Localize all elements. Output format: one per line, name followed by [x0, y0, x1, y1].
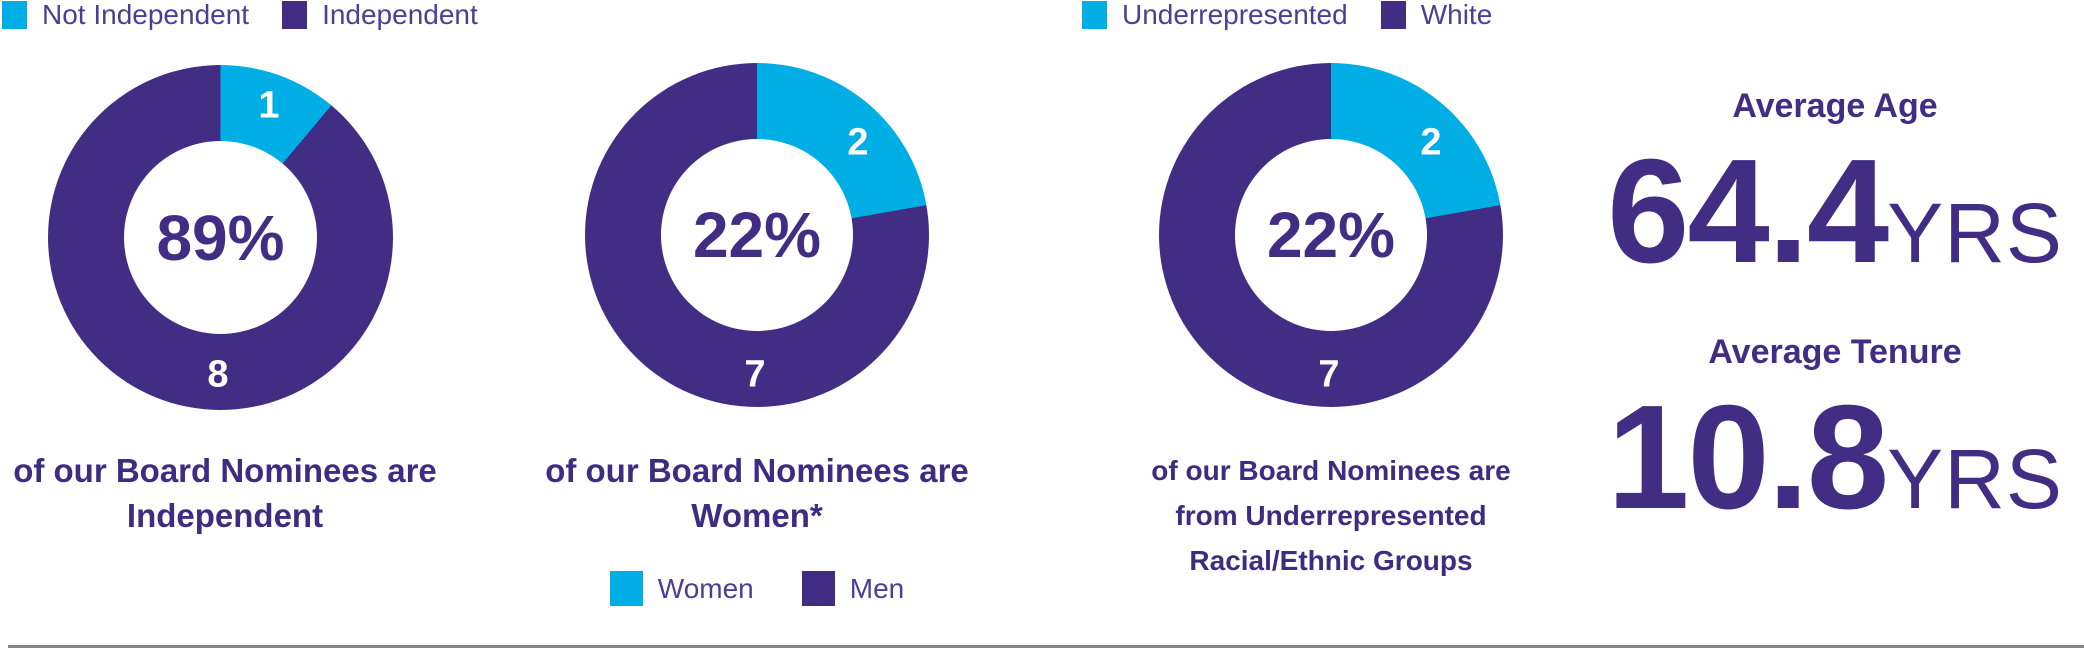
stat-average-tenure: Average Tenure 10.8 YRS — [1607, 332, 2062, 536]
average-tenure-heading: Average Tenure — [1708, 333, 1962, 371]
underrepresented-swatch-icon — [1082, 1, 1107, 29]
stat-average-age: Average Age 64.4 YRS — [1607, 86, 2062, 290]
legend-item-women: Women — [609, 571, 754, 606]
legend-item-not-independent: Not Independent — [2, 0, 249, 30]
slice-value-white: 7 — [1318, 353, 1340, 396]
gender-percent: 22% — [692, 199, 822, 271]
average-tenure-value-row: 10.8 YRS — [1607, 380, 2062, 536]
independence-percent: 89% — [156, 201, 285, 274]
slice-value-independent: 8 — [207, 353, 229, 396]
slice-value-men: 7 — [744, 353, 766, 396]
donut-chart-gender: 2 7 22% — [585, 63, 929, 407]
donut-chart-race: 2 7 22% — [1159, 63, 1503, 407]
men-swatch-icon — [801, 571, 835, 606]
legend-label: Underrepresented — [1122, 0, 1348, 30]
legend-label: White — [1420, 0, 1493, 30]
independent-swatch-icon — [282, 1, 308, 29]
slice-value-women: 2 — [847, 121, 869, 164]
race-percent: 22% — [1266, 199, 1396, 271]
caption-gender: of our Board Nominees are Women* — [545, 452, 969, 534]
bottom-divider-line — [8, 645, 2084, 648]
average-age-value: 64.4 — [1607, 129, 1889, 294]
white-swatch-icon — [1380, 1, 1406, 29]
legend-label: Not Independent — [42, 0, 250, 30]
legend-item-underrepresented: Underrepresented — [1082, 0, 1348, 30]
donut-hole: 22% — [1235, 139, 1427, 331]
legend-item-men: Men — [801, 571, 905, 606]
legend-item-independent: Independent — [282, 0, 478, 30]
average-tenure-value: 10.8 — [1607, 375, 1889, 540]
legend-item-white: White — [1380, 0, 1493, 30]
average-age-unit: YRS — [1887, 186, 2063, 280]
slice-value-not-independent: 1 — [258, 84, 280, 127]
not-independent-swatch-icon — [2, 1, 27, 29]
legend-label: Independent — [322, 0, 478, 30]
average-age-heading: Average Age — [1732, 87, 1938, 125]
slice-value-underrepresented: 2 — [1420, 121, 1442, 164]
legend-gender: Women Men — [522, 571, 992, 606]
donut-hole: 22% — [661, 139, 853, 331]
average-tenure-unit: YRS — [1887, 432, 2063, 526]
legend-race: Underrepresented White — [1082, 0, 1492, 30]
donut-hole: 89% — [124, 141, 317, 334]
caption-race: of our Board Nominees are from Underrepr… — [1151, 455, 1511, 576]
caption-independence: of our Board Nominees are Independent — [13, 452, 437, 534]
legend-label: Women — [657, 572, 754, 604]
legend-label: Men — [849, 572, 905, 604]
women-swatch-icon — [609, 571, 643, 606]
donut-chart-independence: 1 8 89% — [48, 65, 393, 410]
average-age-value-row: 64.4 YRS — [1607, 134, 2062, 290]
legend-independence: Not Independent Independent — [2, 0, 478, 30]
